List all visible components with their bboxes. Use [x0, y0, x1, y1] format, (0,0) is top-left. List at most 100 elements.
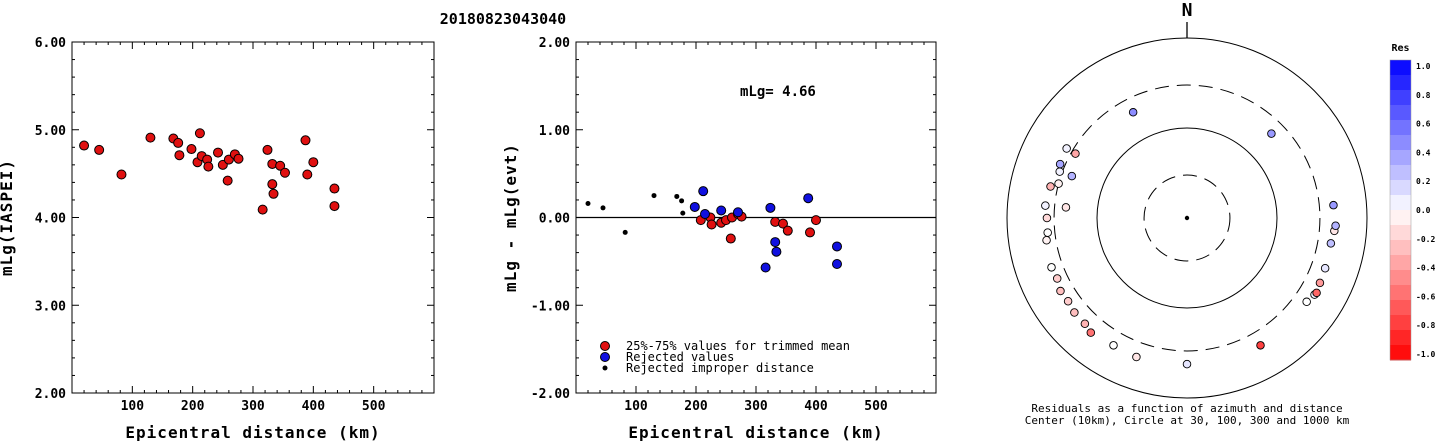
y-tick-label: 2.00 [35, 387, 66, 402]
residual-point [1055, 159, 1065, 169]
station-point [194, 128, 205, 139]
y-tick-label: 6.00 [35, 36, 66, 51]
y-tick-label: 0.00 [539, 212, 570, 227]
residual-point [1312, 288, 1321, 298]
legend-label: 25%-75% values for trimmed mean [626, 339, 850, 353]
y-tick-label: 3.00 [35, 299, 66, 314]
rejected-point [770, 237, 781, 248]
x-axis-label: Epicentral distance (km) [125, 423, 380, 441]
x-tick-label: 100 [121, 399, 145, 414]
residual-point [1055, 167, 1064, 176]
station-point [213, 147, 224, 158]
caption-line-2: Center (10km), Circle at 30, 100, 300 an… [1025, 414, 1350, 427]
legend-marker [602, 365, 608, 371]
residual-point [1043, 228, 1052, 237]
legend-marker [600, 352, 610, 362]
station-point [267, 179, 278, 190]
colorbar-segment [1390, 135, 1411, 151]
residual-point [1070, 308, 1079, 317]
plot-frame [71, 41, 435, 394]
colorbar-segment [1390, 255, 1411, 271]
colorbar-segment [1390, 90, 1411, 106]
rejected-point [716, 205, 727, 216]
station-point [811, 215, 821, 226]
residual-point [1132, 352, 1141, 362]
colorbar-segment [1390, 345, 1411, 361]
x-tick-label: 400 [804, 399, 828, 414]
distance-ring [1053, 84, 1321, 352]
rejected-distance-point [680, 210, 686, 216]
y-tick-label: 4.00 [35, 212, 66, 227]
station-point [805, 227, 815, 238]
distance-ring [1143, 174, 1231, 262]
residual-point [1071, 149, 1080, 158]
residual-point [1128, 108, 1138, 117]
station-point [279, 167, 290, 178]
rejected-point [733, 207, 743, 218]
station-point [233, 153, 244, 164]
colorbar-frame [1389, 59, 1412, 361]
residual-point [1063, 297, 1073, 306]
residual-point [1320, 264, 1330, 273]
station-point [302, 169, 313, 180]
residual-point [1052, 274, 1062, 283]
distance-ring [1006, 37, 1368, 399]
residual-point [1062, 144, 1071, 153]
north-label: N [1182, 0, 1193, 21]
colorbar-tick-label: 0.6 [1416, 120, 1431, 129]
residual-point [1056, 286, 1065, 296]
colorbar-tick-label: -0.8 [1416, 321, 1435, 330]
center-point [1184, 215, 1190, 221]
rejected-point [760, 262, 771, 273]
residual-point [1182, 359, 1192, 369]
station-point [94, 144, 105, 155]
colorbar-tick-label: -0.4 [1416, 264, 1435, 273]
distance-ring [1096, 127, 1278, 309]
magnitude-vs-distance-plot: 100 200 300 400 500 2.00 3.00 4.00 5.00 6.00 Epice… [0, 36, 435, 441]
colorbar-tick-label: 0.8 [1416, 91, 1431, 100]
y-tick-label: -1.00 [531, 299, 570, 314]
colorbar-segment [1390, 150, 1411, 166]
residual-point [1256, 341, 1265, 350]
rejected-point [832, 241, 842, 252]
station-point [257, 204, 268, 215]
rejected-point [832, 259, 842, 270]
residual-point [1046, 182, 1055, 191]
colorbar-segment [1390, 75, 1411, 91]
residual-point [1047, 263, 1056, 272]
colorbar-tick-label: -0.2 [1416, 235, 1435, 244]
figure-title: 20180823043040 [440, 10, 566, 28]
residual-point [1067, 171, 1077, 181]
station-point [173, 137, 184, 148]
y-tick-label: 5.00 [35, 124, 66, 139]
legend-label: Rejected values [626, 350, 734, 364]
station-point [778, 218, 788, 229]
colorbar-tick-label: 0.4 [1416, 148, 1431, 157]
residual-colorbar: Res 1.0 0.8 0.6 0.4 0.2 0.0 -0.2 -0.4 -0.6 -0.8 -1.… [1389, 43, 1435, 361]
rejected-point [765, 202, 776, 213]
station-point [222, 175, 233, 186]
station-point [300, 135, 311, 146]
station-point [782, 225, 793, 236]
rejected-distance-point [585, 200, 591, 206]
residual-point [1054, 179, 1063, 188]
station-point [116, 169, 127, 180]
residual-point [1326, 239, 1336, 248]
residual-point [1086, 328, 1096, 337]
caption-line-1: Residuals as a function of azimuth and d… [1031, 402, 1342, 415]
colorbar-segment [1390, 60, 1411, 76]
colorbar-segment [1390, 285, 1411, 301]
colorbar-tick-label: 1.0 [1416, 62, 1431, 71]
residual-point [1267, 129, 1276, 138]
rejected-distance-point [600, 205, 606, 211]
colorbar-segment [1390, 105, 1411, 121]
colorbar-tick-label: 0.0 [1416, 206, 1431, 215]
y-tick-label: -2.00 [531, 387, 570, 402]
colorbar-segment [1390, 300, 1411, 316]
station-point [262, 144, 273, 155]
station-point [706, 219, 717, 230]
magnitude-annotation: mLg= 4.66 [740, 84, 816, 100]
colorbar-tick-label: -1.0 [1416, 350, 1435, 359]
colorbar-segment [1390, 225, 1411, 241]
